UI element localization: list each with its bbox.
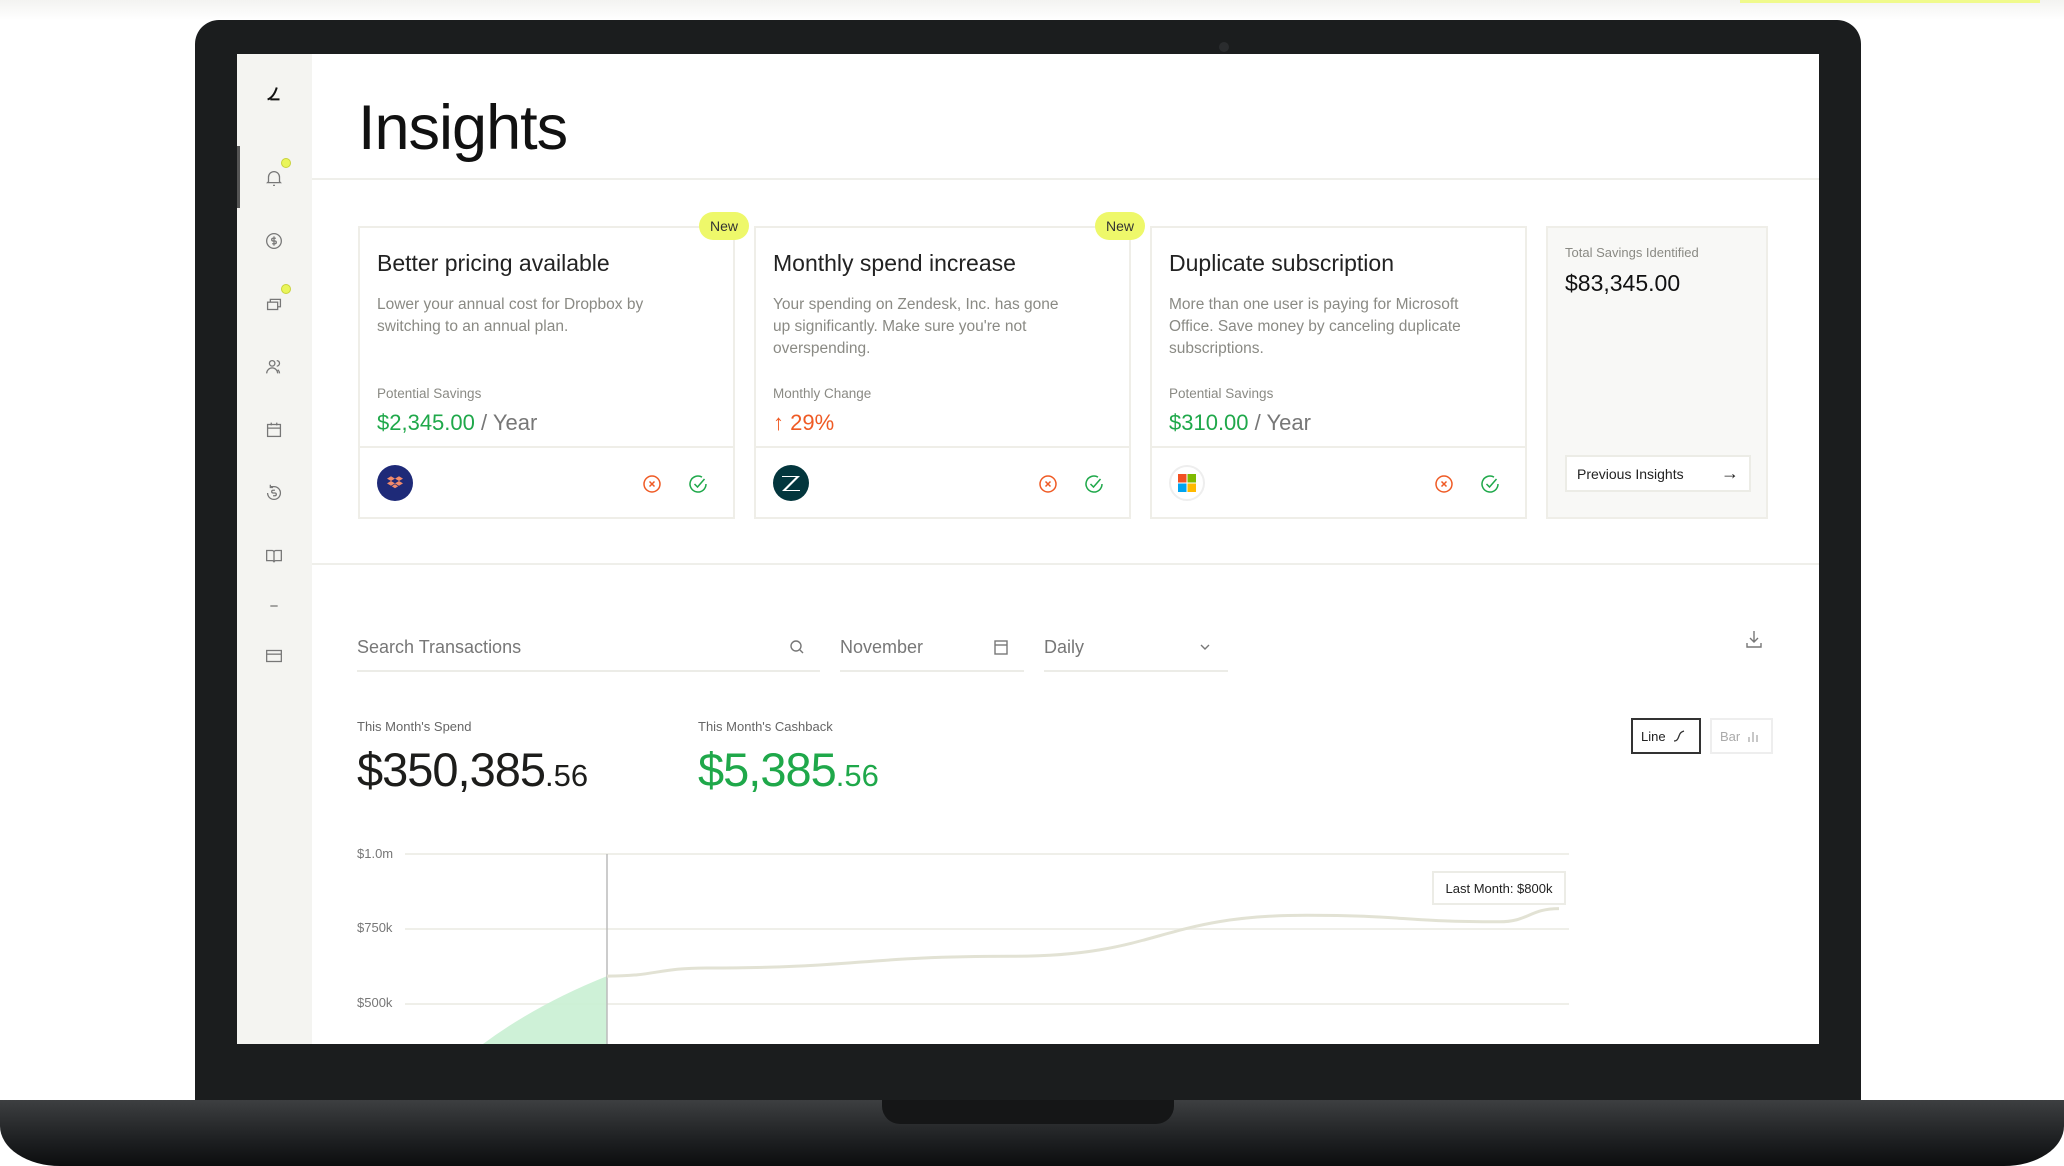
chevron-down-icon xyxy=(1200,644,1210,650)
y-tick: $500k xyxy=(357,995,393,1010)
metric-label: Monthly Change xyxy=(773,386,872,401)
total-savings-label: Total Savings Identified xyxy=(1565,245,1699,260)
dismiss-icon[interactable] xyxy=(642,474,662,494)
metric-value: ↑ 29% xyxy=(773,410,835,435)
metric-label: Potential Savings xyxy=(377,386,482,401)
card-title: Better pricing available xyxy=(377,250,610,276)
accept-icon[interactable] xyxy=(688,474,708,494)
dropbox-logo xyxy=(377,465,413,501)
accept-icon[interactable] xyxy=(1084,474,1104,494)
metric-label: Potential Savings xyxy=(1169,386,1274,401)
cashback-value: $5,385.56 xyxy=(698,743,879,796)
calendar-refresh-icon[interactable] xyxy=(259,415,289,445)
cards-icon[interactable] xyxy=(259,289,289,319)
month-picker[interactable]: November xyxy=(840,624,1024,672)
zendesk-logo xyxy=(773,465,809,501)
microsoft-logo xyxy=(1169,465,1205,501)
insight-card-spend-increase: Monthly spend increase Your spending on … xyxy=(754,226,1131,519)
card-description: Lower your annual cost for Dropbox by sw… xyxy=(377,296,644,335)
total-savings-card: Total Savings Identified $83,345.00 Prev… xyxy=(1546,226,1768,519)
bell-icon[interactable] xyxy=(259,163,289,193)
search-icon xyxy=(790,640,804,654)
bar-toggle-button[interactable]: Bar xyxy=(1710,718,1773,754)
credit-card-icon[interactable] xyxy=(259,641,289,671)
dismiss-icon[interactable] xyxy=(1434,474,1454,494)
calendar-icon xyxy=(994,640,1008,655)
card-description: Your spending on Zendesk, Inc. has gone … xyxy=(773,296,1059,357)
page-title: Insights xyxy=(358,93,568,163)
last-month-tooltip: Last Month: $800k xyxy=(1432,871,1566,905)
total-savings-amount: $83,345.00 xyxy=(1565,270,1681,296)
bar-chart-icon xyxy=(1748,732,1758,742)
line-chart-icon xyxy=(1673,730,1684,742)
metric-value: $2,345.00 / Year xyxy=(377,410,538,435)
cashback-label: This Month's Cashback xyxy=(698,719,833,734)
sidebar xyxy=(237,54,312,1044)
last-month-line xyxy=(606,907,1560,978)
y-tick: $1.0m xyxy=(357,846,394,861)
dollar-circle-icon[interactable] xyxy=(259,226,289,256)
accept-icon[interactable] xyxy=(1480,474,1500,494)
line-toggle-button[interactable]: Line xyxy=(1631,718,1701,754)
spend-value: $350,385.56 xyxy=(357,743,589,796)
dismiss-icon[interactable] xyxy=(1038,474,1058,494)
previous-insights-button[interactable]: Previous Insights → xyxy=(1565,455,1751,492)
spend-chart xyxy=(405,853,1569,1044)
new-badge: New xyxy=(699,212,749,240)
notification-dot xyxy=(281,284,291,294)
notification-dot xyxy=(281,158,291,168)
interval-select[interactable]: Daily xyxy=(1044,624,1228,672)
camera xyxy=(1219,42,1229,52)
arrow-right-icon: → xyxy=(1721,463,1739,483)
new-badge: New xyxy=(1095,212,1145,240)
minus-icon xyxy=(259,591,289,621)
this-month-area xyxy=(483,976,607,1044)
card-title: Duplicate subscription xyxy=(1169,250,1395,276)
metric-value: $310.00 / Year xyxy=(1169,410,1311,435)
laptop-notch xyxy=(882,1100,1174,1124)
y-tick: $750k xyxy=(357,920,393,935)
book-icon[interactable] xyxy=(259,541,289,571)
divider xyxy=(312,563,1819,565)
divider xyxy=(312,178,1819,180)
search-input[interactable]: Search Transactions xyxy=(357,624,820,672)
spend-label: This Month's Spend xyxy=(357,719,472,734)
insight-card-pricing: Better pricing available Lower your annu… xyxy=(358,226,735,519)
insight-card-duplicate: Duplicate subscription More than one use… xyxy=(1150,226,1527,519)
card-title: Monthly spend increase xyxy=(773,250,1016,276)
card-description: More than one user is paying for Microso… xyxy=(1169,296,1461,357)
users-icon[interactable] xyxy=(259,352,289,382)
download-icon[interactable] xyxy=(1744,628,1764,650)
app-screen: Insights Better pricing available Lower … xyxy=(237,54,1819,1044)
refund-icon[interactable] xyxy=(259,478,289,508)
window-top xyxy=(0,0,2064,20)
logo-bird-icon[interactable] xyxy=(259,78,289,108)
active-indicator xyxy=(237,146,240,208)
